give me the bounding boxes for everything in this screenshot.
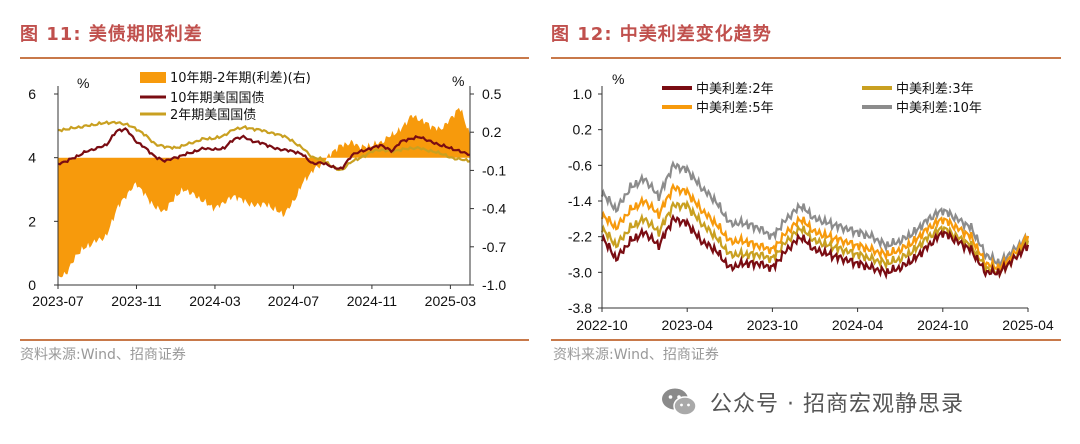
- right-y-tick-label: -1.0: [482, 277, 506, 293]
- x-tick-label: 2025-04: [1002, 317, 1054, 333]
- bottom-rule-right: [551, 339, 1061, 341]
- legend-label-5y: 中美利差:5年: [696, 101, 774, 116]
- figure-11-title: 图 11: 美债期限利差: [20, 24, 203, 45]
- y-tick-label: -1.4: [568, 193, 592, 209]
- left-y-tick-label: 6: [28, 86, 36, 102]
- legend-label-2y: 2年期美国国债: [170, 108, 256, 123]
- right-y-tick-label: 0.5: [482, 86, 502, 102]
- legend-label-10y: 10年期美国国债: [170, 91, 265, 106]
- right-y-tick-label: -0.4: [482, 201, 506, 217]
- right-axis-unit: %: [452, 73, 464, 89]
- source-note-left: 资料来源:Wind、招商证券: [20, 347, 186, 363]
- x-tick-label: 2023-11: [111, 293, 162, 309]
- right-y-tick-label: -0.1: [482, 162, 506, 178]
- left-y-tick-label: 0: [28, 277, 36, 293]
- spread-area: [58, 107, 470, 278]
- legend-swatch-spread: [140, 72, 166, 83]
- left-axis-unit: %: [77, 75, 89, 91]
- source-note-right: 资料来源:Wind、招商证券: [553, 347, 719, 363]
- legend-label-10y: 中美利差:10年: [896, 101, 982, 116]
- series-10y-line: [57, 127, 471, 170]
- y-tick-label: -3.0: [568, 264, 592, 280]
- series-2y-line: [57, 120, 471, 172]
- legend-label-2y: 中美利差:2年: [696, 82, 774, 97]
- x-tick-label: 2024-03: [189, 293, 241, 309]
- y-axis-unit: %: [612, 71, 624, 87]
- y-tick-label: 1.0: [573, 86, 593, 102]
- x-tick-label: 2025-03: [425, 293, 477, 309]
- x-tick-label: 2023-07: [32, 293, 84, 309]
- chart-us-term-spread: 6 4 2 0 0.5 0.2 -0.1 -0.4 -0.7 -1.0 2023-07 2023-11…: [28, 71, 506, 309]
- x-tick-label: 2023-10: [747, 317, 799, 333]
- x-tick-label: 2022-10: [576, 317, 628, 333]
- top-rule-right: [551, 57, 1061, 59]
- x-tick-label: 2024-07: [268, 293, 320, 309]
- y-tick-label: 0.2: [573, 122, 593, 138]
- y-tick-label: -3.8: [568, 300, 592, 316]
- bottom-rule-left: [20, 339, 529, 341]
- watermark: 公众号 · 招商宏观静思录: [660, 382, 964, 422]
- left-y-tick-label: 4: [28, 150, 36, 166]
- series-2y-line: [600, 213, 1030, 280]
- right-y-tick-label: 0.2: [482, 124, 502, 140]
- right-y-tick-label: -0.7: [482, 239, 506, 255]
- y-tick-label: -0.6: [568, 157, 592, 173]
- legend-label-spread: 10年期-2年期(利差)(右): [170, 71, 311, 86]
- watermark-text: 公众号 · 招商宏观静思录: [710, 392, 964, 417]
- series-3y-line: [600, 199, 1030, 279]
- wechat-icon: [662, 388, 697, 416]
- y-tick-label: -2.2: [568, 229, 592, 245]
- x-tick-label: 2024-10: [917, 317, 969, 333]
- figure-12-title: 图 12: 中美利差变化趋势: [551, 24, 772, 45]
- series-10y-line: [600, 160, 1030, 271]
- left-y-tick-label: 2: [28, 213, 36, 229]
- x-tick-label: 2023-04: [662, 317, 714, 333]
- top-rule-left: [20, 57, 529, 59]
- x-tick-label: 2024-04: [832, 317, 884, 333]
- series-5y-line: [600, 182, 1030, 275]
- legend-label-3y: 中美利差:3年: [896, 82, 974, 97]
- x-tick-label: 2024-11: [347, 293, 398, 309]
